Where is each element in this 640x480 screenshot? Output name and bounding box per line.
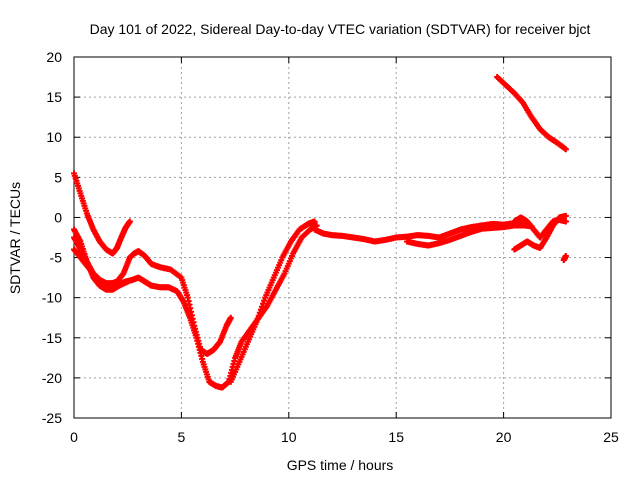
- series-track-6: [311, 216, 529, 245]
- data-point: [311, 218, 318, 225]
- series-track-9: [511, 214, 569, 241]
- series-track-5: [227, 218, 318, 385]
- y-tick-label: -10: [42, 290, 62, 306]
- y-tick-label: -5: [50, 250, 63, 266]
- series-track-11: [560, 252, 569, 263]
- y-tick-label: 0: [54, 209, 62, 225]
- data-point: [254, 315, 261, 322]
- data-markers: [71, 74, 569, 391]
- y-tick-labels: -25 -20 -15 -10 -5 0 5 10 15 20: [42, 49, 62, 426]
- data-point: [562, 252, 569, 259]
- data-point: [253, 318, 260, 325]
- axis-ticks: [73, 56, 612, 419]
- y-tick-label: 15: [46, 89, 62, 105]
- y-tick-label: -15: [42, 330, 62, 346]
- data-point: [261, 297, 268, 304]
- y-axis-label: SDTVAR / TECUs: [7, 182, 23, 294]
- data-point: [227, 314, 234, 321]
- data-point: [313, 222, 320, 229]
- series-track-4: [71, 222, 320, 391]
- data-point: [258, 303, 265, 310]
- data-point: [256, 309, 263, 316]
- y-tick-label: -25: [42, 410, 62, 426]
- y-tick-label: 5: [54, 169, 62, 185]
- series-track-10: [494, 74, 569, 153]
- x-tick-label: 5: [178, 429, 186, 445]
- x-tick-labels: 0 5 10 15 20 25: [70, 429, 619, 445]
- data-point: [126, 218, 133, 225]
- data-point: [562, 212, 569, 219]
- x-tick-label: 25: [603, 429, 619, 445]
- data-point: [255, 312, 262, 319]
- data-point: [260, 300, 267, 307]
- x-tick-label: 20: [496, 429, 512, 445]
- x-tick-label: 0: [70, 429, 78, 445]
- x-axis-label: GPS time / hours: [287, 457, 394, 473]
- y-tick-label: -20: [42, 370, 62, 386]
- data-point: [562, 218, 569, 225]
- x-tick-label: 10: [281, 429, 297, 445]
- series-track-1: [71, 170, 133, 257]
- y-tick-label: 20: [46, 49, 62, 65]
- series-track-3: [71, 234, 234, 357]
- data-point: [257, 306, 264, 313]
- series-track-8: [511, 212, 569, 253]
- x-tick-label: 15: [388, 429, 404, 445]
- y-tick-label: 10: [46, 129, 62, 145]
- chart-title: Day 101 of 2022, Sidereal Day-to-day VTE…: [90, 21, 591, 37]
- data-point: [562, 146, 569, 153]
